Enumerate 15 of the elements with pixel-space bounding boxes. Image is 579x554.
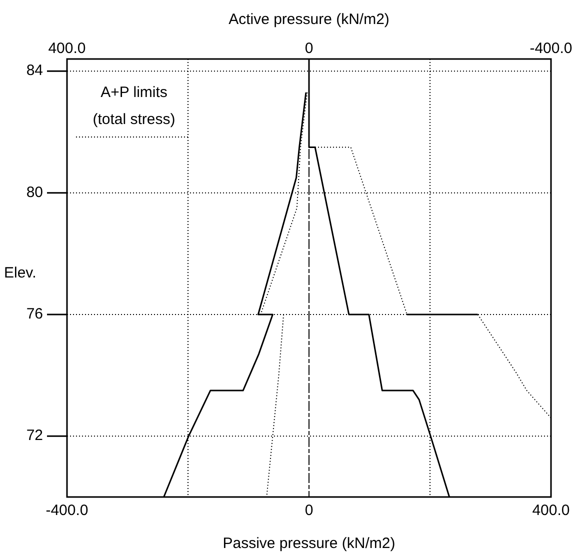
y-tick-label: 84 [26, 62, 43, 80]
x-axis-title: Passive pressure (kN/m2) [222, 535, 396, 552]
y-tick-label: 72 [26, 427, 43, 444]
x-tick-label: 400.0 [532, 502, 570, 519]
x-tick-label: -400.0 [46, 502, 88, 519]
annotation: (total stress) [92, 111, 176, 128]
x2-tick-label: 0 [304, 40, 314, 57]
y-axis-title: Elev. [4, 264, 36, 282]
annotation: A+P limits [100, 84, 168, 101]
x-tick-label: 0 [304, 502, 314, 519]
x2-axis-title: Active pressure (kN/m2) [228, 11, 390, 28]
x2-tick-label: -400.0 [530, 40, 572, 57]
y-tick-label: 80 [26, 184, 43, 201]
y-tick-label: 76 [26, 305, 43, 322]
x2-tick-label: 400.0 [48, 40, 86, 57]
